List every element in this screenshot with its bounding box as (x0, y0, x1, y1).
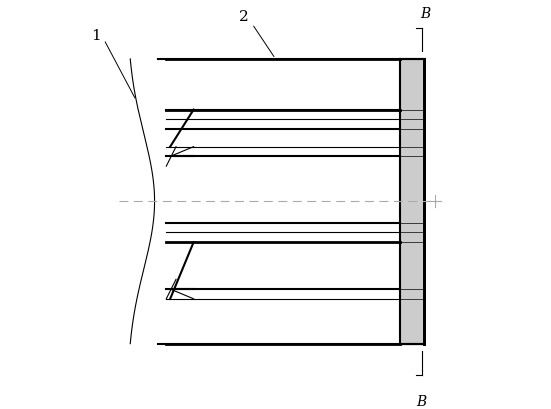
Text: B: B (420, 7, 431, 21)
Text: 2: 2 (240, 10, 249, 24)
Text: B: B (417, 394, 427, 408)
Text: 1: 1 (91, 29, 101, 43)
